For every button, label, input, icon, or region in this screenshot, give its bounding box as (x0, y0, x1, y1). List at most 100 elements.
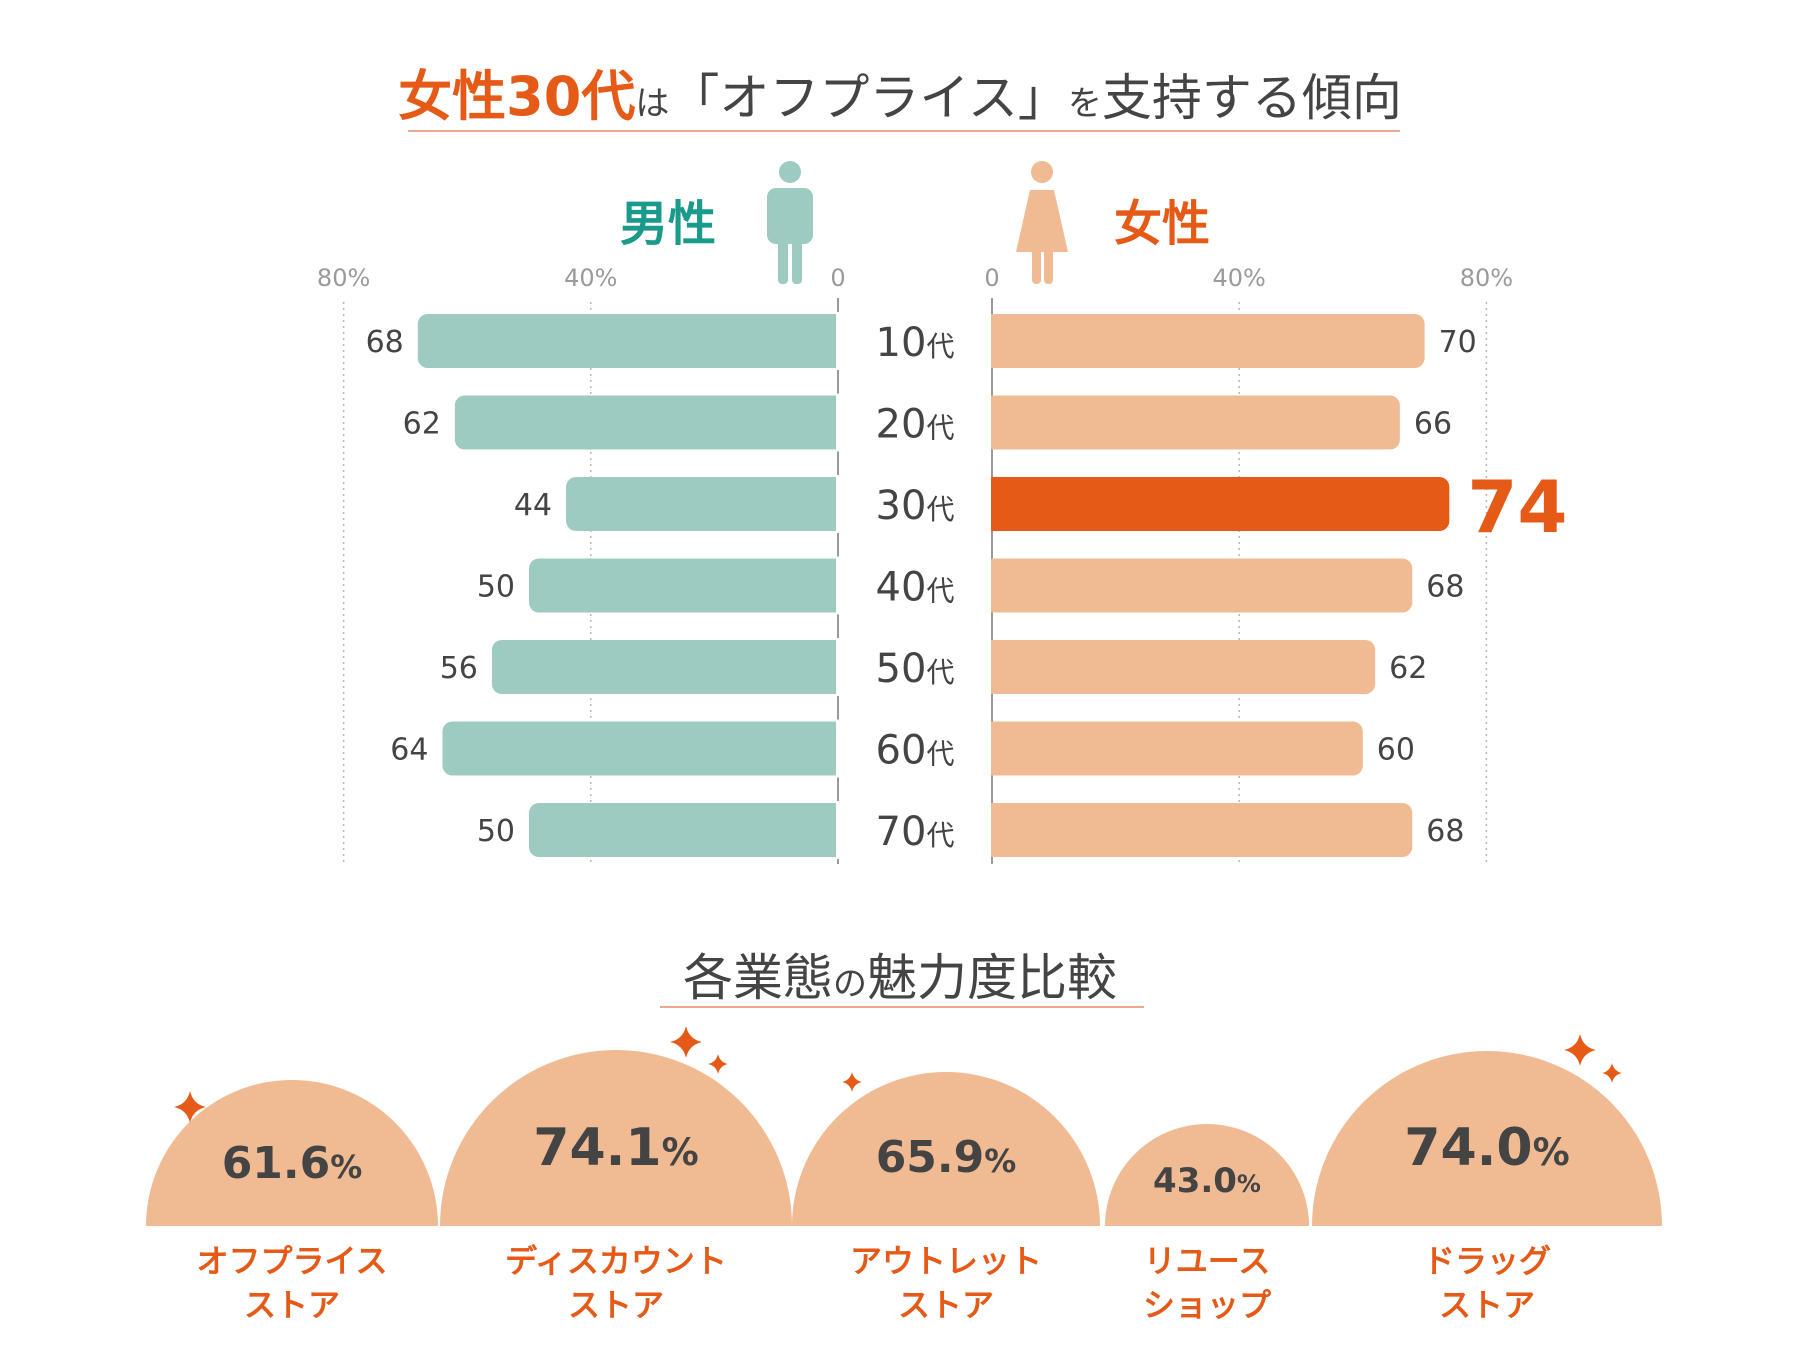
semicircle-value-label: 65.9% (876, 1132, 1017, 1183)
value-unit: % (662, 1131, 699, 1174)
value-number: 61.6 (222, 1138, 331, 1189)
semicircle-bar (1105, 1124, 1309, 1226)
category-name-label: ストア (1439, 1286, 1535, 1324)
male-bar (417, 314, 848, 368)
female-bar-mask (980, 312, 991, 370)
sparkle-icon (670, 1026, 702, 1058)
female-bar (982, 558, 1413, 613)
category-number: 40 (876, 565, 927, 611)
category-number: 50 (876, 646, 927, 692)
female-value-label: 66 (1414, 407, 1452, 442)
male-value-label: 56 (440, 651, 478, 686)
sparkle-icon (708, 1054, 728, 1074)
value-number: 43.0 (1153, 1161, 1237, 1201)
title-underline (408, 130, 1400, 132)
male-value-label: 50 (477, 814, 515, 849)
female-bar (982, 803, 1413, 857)
female-tick-label: 80% (1460, 264, 1513, 292)
value-unit: % (1533, 1131, 1570, 1174)
female-icon-head (1031, 161, 1053, 183)
category-name-label: ディスカウント (505, 1242, 727, 1280)
category-name-label: アウトレット (850, 1242, 1042, 1280)
section2-title-part1: 各業態 (683, 949, 833, 1007)
sparkle-icon (842, 1072, 862, 1092)
semicircle-value-label: 61.6% (222, 1138, 363, 1189)
category-number: 60 (876, 728, 927, 774)
male-bar (491, 640, 848, 694)
female-icon-dress (1016, 190, 1068, 252)
category-label: 50代 (876, 646, 955, 692)
category-label: 10代 (876, 320, 955, 366)
category-suffix: 代 (926, 738, 954, 771)
title-rest: 支持する傾向 (1101, 69, 1402, 127)
section2-title: 各業態の魅力度比較 (0, 938, 1800, 1010)
female-bar (982, 640, 1376, 694)
female-bar-mask (980, 475, 991, 533)
title-middle: 「オフプライス」 (669, 69, 1068, 127)
semicircle-value-label: 43.0% (1153, 1161, 1261, 1201)
semicircle-value-label: 74.0% (1404, 1118, 1569, 1178)
male-bar (566, 477, 848, 531)
category-label: 60代 (876, 728, 955, 774)
male-series-title: 男性 (620, 196, 716, 252)
female-value-label: 62 (1389, 651, 1427, 686)
female-icon-leg-left (1032, 248, 1041, 284)
category-suffix: 代 (926, 656, 954, 689)
semicircle-bar (146, 1080, 438, 1226)
category-number: 20 (876, 402, 927, 448)
sparkle-icon (1602, 1063, 1622, 1083)
female-value-label-highlight: 74 (1467, 465, 1567, 549)
female-icon-leg-right (1044, 248, 1053, 284)
male-bar-mask (836, 556, 850, 615)
category-number: 30 (876, 483, 927, 529)
male-bar-mask (836, 638, 850, 696)
sparkle-icon (1564, 1034, 1596, 1066)
category-name-label: ストア (568, 1286, 664, 1324)
category-name-label: オフプライス (196, 1242, 387, 1280)
male-value-label: 64 (390, 733, 428, 768)
male-icon-head (779, 161, 801, 183)
category-name-label: ショップ (1143, 1286, 1272, 1324)
female-bar-mask (980, 393, 991, 452)
female-bar (982, 721, 1363, 776)
male-icon-leg-right (792, 238, 802, 284)
semicircle-value-label: 74.1% (533, 1118, 698, 1178)
semicircle-bar (440, 1050, 792, 1226)
female-value-label: 70 (1439, 325, 1477, 360)
female-tick-label: 0 (984, 264, 999, 292)
category-label: 20代 (876, 402, 955, 448)
section2-title-underline (660, 1006, 1144, 1008)
chart-title: 女性30代は「オフプライス」を支持する傾向 (0, 52, 1800, 131)
category-name-label: ストア (244, 1286, 340, 1324)
category-suffix: 代 (926, 493, 954, 526)
sparkle-icon (174, 1091, 206, 1123)
female-bar (982, 314, 1425, 368)
female-bar-mask (980, 801, 991, 859)
value-number: 74.1 (533, 1118, 661, 1178)
male-value-label: 68 (366, 325, 404, 360)
value-unit: % (1237, 1170, 1261, 1198)
semicircle-bar (1312, 1051, 1662, 1226)
male-person-icon (767, 161, 813, 284)
section2-title-part2: 魅力度比較 (867, 949, 1117, 1007)
female-bar-highlight (982, 477, 1450, 531)
female-value-label: 68 (1426, 570, 1464, 605)
value-number: 74.0 (1404, 1118, 1532, 1178)
male-bar-mask (836, 801, 850, 859)
category-label: 70代 (876, 809, 955, 855)
female-value-label: 68 (1426, 814, 1464, 849)
female-bar-mask (980, 719, 991, 778)
male-bar (442, 721, 848, 776)
male-bar-mask (836, 312, 850, 370)
male-icon-body (767, 188, 813, 244)
male-bar (454, 395, 848, 450)
value-number: 65.9 (876, 1132, 985, 1183)
value-unit: % (330, 1148, 362, 1186)
category-label: 40代 (876, 565, 955, 611)
value-unit: % (984, 1142, 1016, 1180)
male-tick-label: 0 (830, 264, 845, 292)
female-person-icon (1016, 161, 1068, 284)
semicircle-bar (792, 1072, 1100, 1226)
